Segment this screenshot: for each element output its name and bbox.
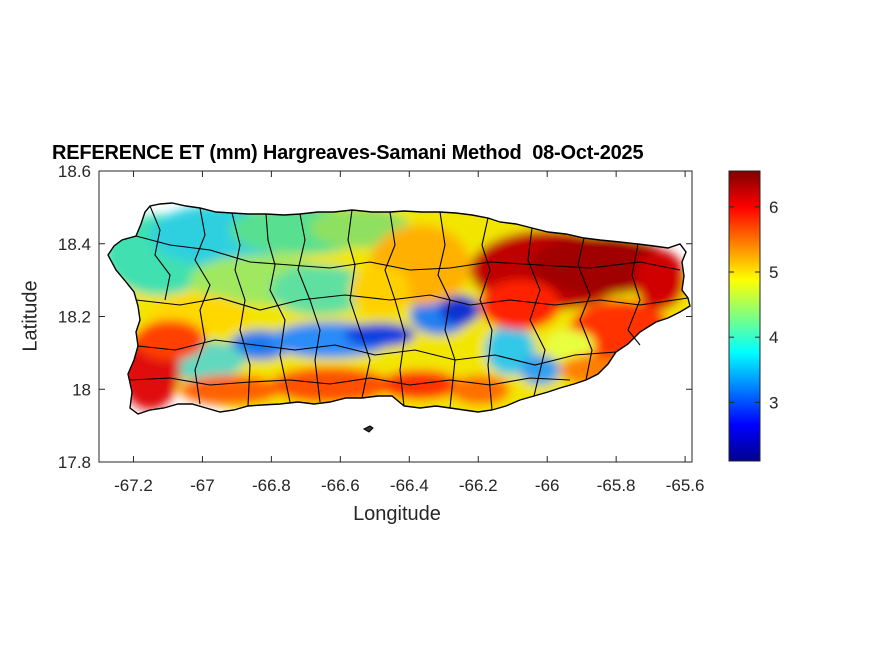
y-tick-label: 17.8 — [58, 453, 91, 472]
colorbar-tick-label: 3 — [769, 393, 778, 412]
y-tick-label: 18.6 — [58, 162, 91, 181]
et-region — [485, 325, 535, 375]
caja-de-muertos-island — [362, 425, 374, 433]
x-axis-label: Longitude — [353, 503, 441, 525]
municipality-boundary — [627, 243, 641, 346]
municipality-boundary — [194, 207, 211, 405]
municipality-boundary — [577, 237, 593, 381]
y-axis: 18.6 18.4 18.2 18 17.8 — [58, 162, 692, 472]
et-region — [270, 265, 370, 315]
et-region — [480, 280, 560, 330]
et-region — [350, 265, 410, 315]
et-heatmap — [108, 203, 690, 414]
x-tick-label: -67.2 — [114, 476, 153, 495]
x-tick-label: -65.8 — [597, 476, 636, 495]
municipality-boundary — [129, 377, 571, 386]
x-tick-label: -66.2 — [459, 476, 498, 495]
x-tick-label: -66.6 — [321, 476, 360, 495]
x-tick-label: -66.4 — [390, 476, 429, 495]
et-region — [545, 330, 595, 360]
colorbar-ticks: 6 5 4 3 — [729, 198, 778, 412]
y-tick-label: 18.2 — [58, 308, 91, 327]
et-region — [135, 320, 205, 360]
municipality-boundary — [135, 235, 681, 271]
municipality-boundary — [149, 205, 171, 301]
municipality-boundary — [137, 339, 617, 366]
colorbar — [728, 170, 761, 462]
coastline — [107, 202, 691, 415]
x-axis: -67.2 -67 -66.8 -66.6 -66.4 -66.2 -66 -65.8 -65.… — [114, 171, 704, 495]
x-tick-label: -66.8 — [252, 476, 291, 495]
colorbar-tick-label: 4 — [769, 328, 778, 347]
municipality-boundary — [479, 217, 493, 411]
y-tick-label: 18.4 — [58, 235, 91, 254]
municipality-boundary — [135, 294, 689, 311]
municipality-boundary — [231, 212, 251, 407]
et-region — [180, 375, 280, 405]
municipality-boundary — [265, 213, 291, 403]
et-region — [345, 323, 415, 347]
map-title: REFERENCE ET (mm) Hargreaves-Samani Meth… — [52, 142, 644, 164]
et-region — [635, 250, 685, 310]
municipality-boundaries — [129, 205, 689, 411]
municipality-boundary — [384, 211, 406, 407]
x-tick-label: -65.6 — [666, 476, 705, 495]
colorbar-tick-label: 6 — [769, 198, 778, 217]
colorbar-tick-label: 5 — [769, 263, 778, 282]
et-region — [380, 370, 460, 400]
x-tick-label: -66 — [535, 476, 560, 495]
et-region — [270, 367, 390, 403]
municipality-boundary — [297, 213, 321, 403]
municipality-boundary — [527, 227, 546, 397]
x-tick-label: -67 — [190, 476, 215, 495]
municipality-boundary — [347, 209, 371, 399]
y-tick-label: 18 — [72, 380, 91, 399]
et-region — [450, 375, 510, 405]
